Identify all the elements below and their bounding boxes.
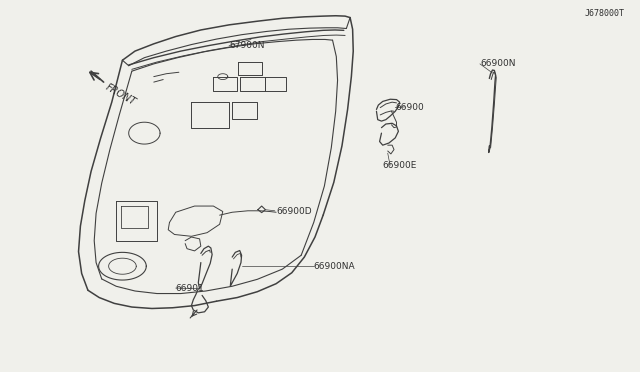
Text: 66901: 66901 [176,283,205,292]
Text: 66900E: 66900E [383,161,417,170]
Text: J678000T: J678000T [584,9,624,17]
Text: 66900D: 66900D [276,207,312,216]
Text: 66900N: 66900N [480,60,515,68]
Text: 66900: 66900 [396,103,424,112]
Text: 66900NA: 66900NA [314,262,355,271]
Text: FRONT: FRONT [104,82,138,108]
Text: 67900N: 67900N [229,41,264,50]
